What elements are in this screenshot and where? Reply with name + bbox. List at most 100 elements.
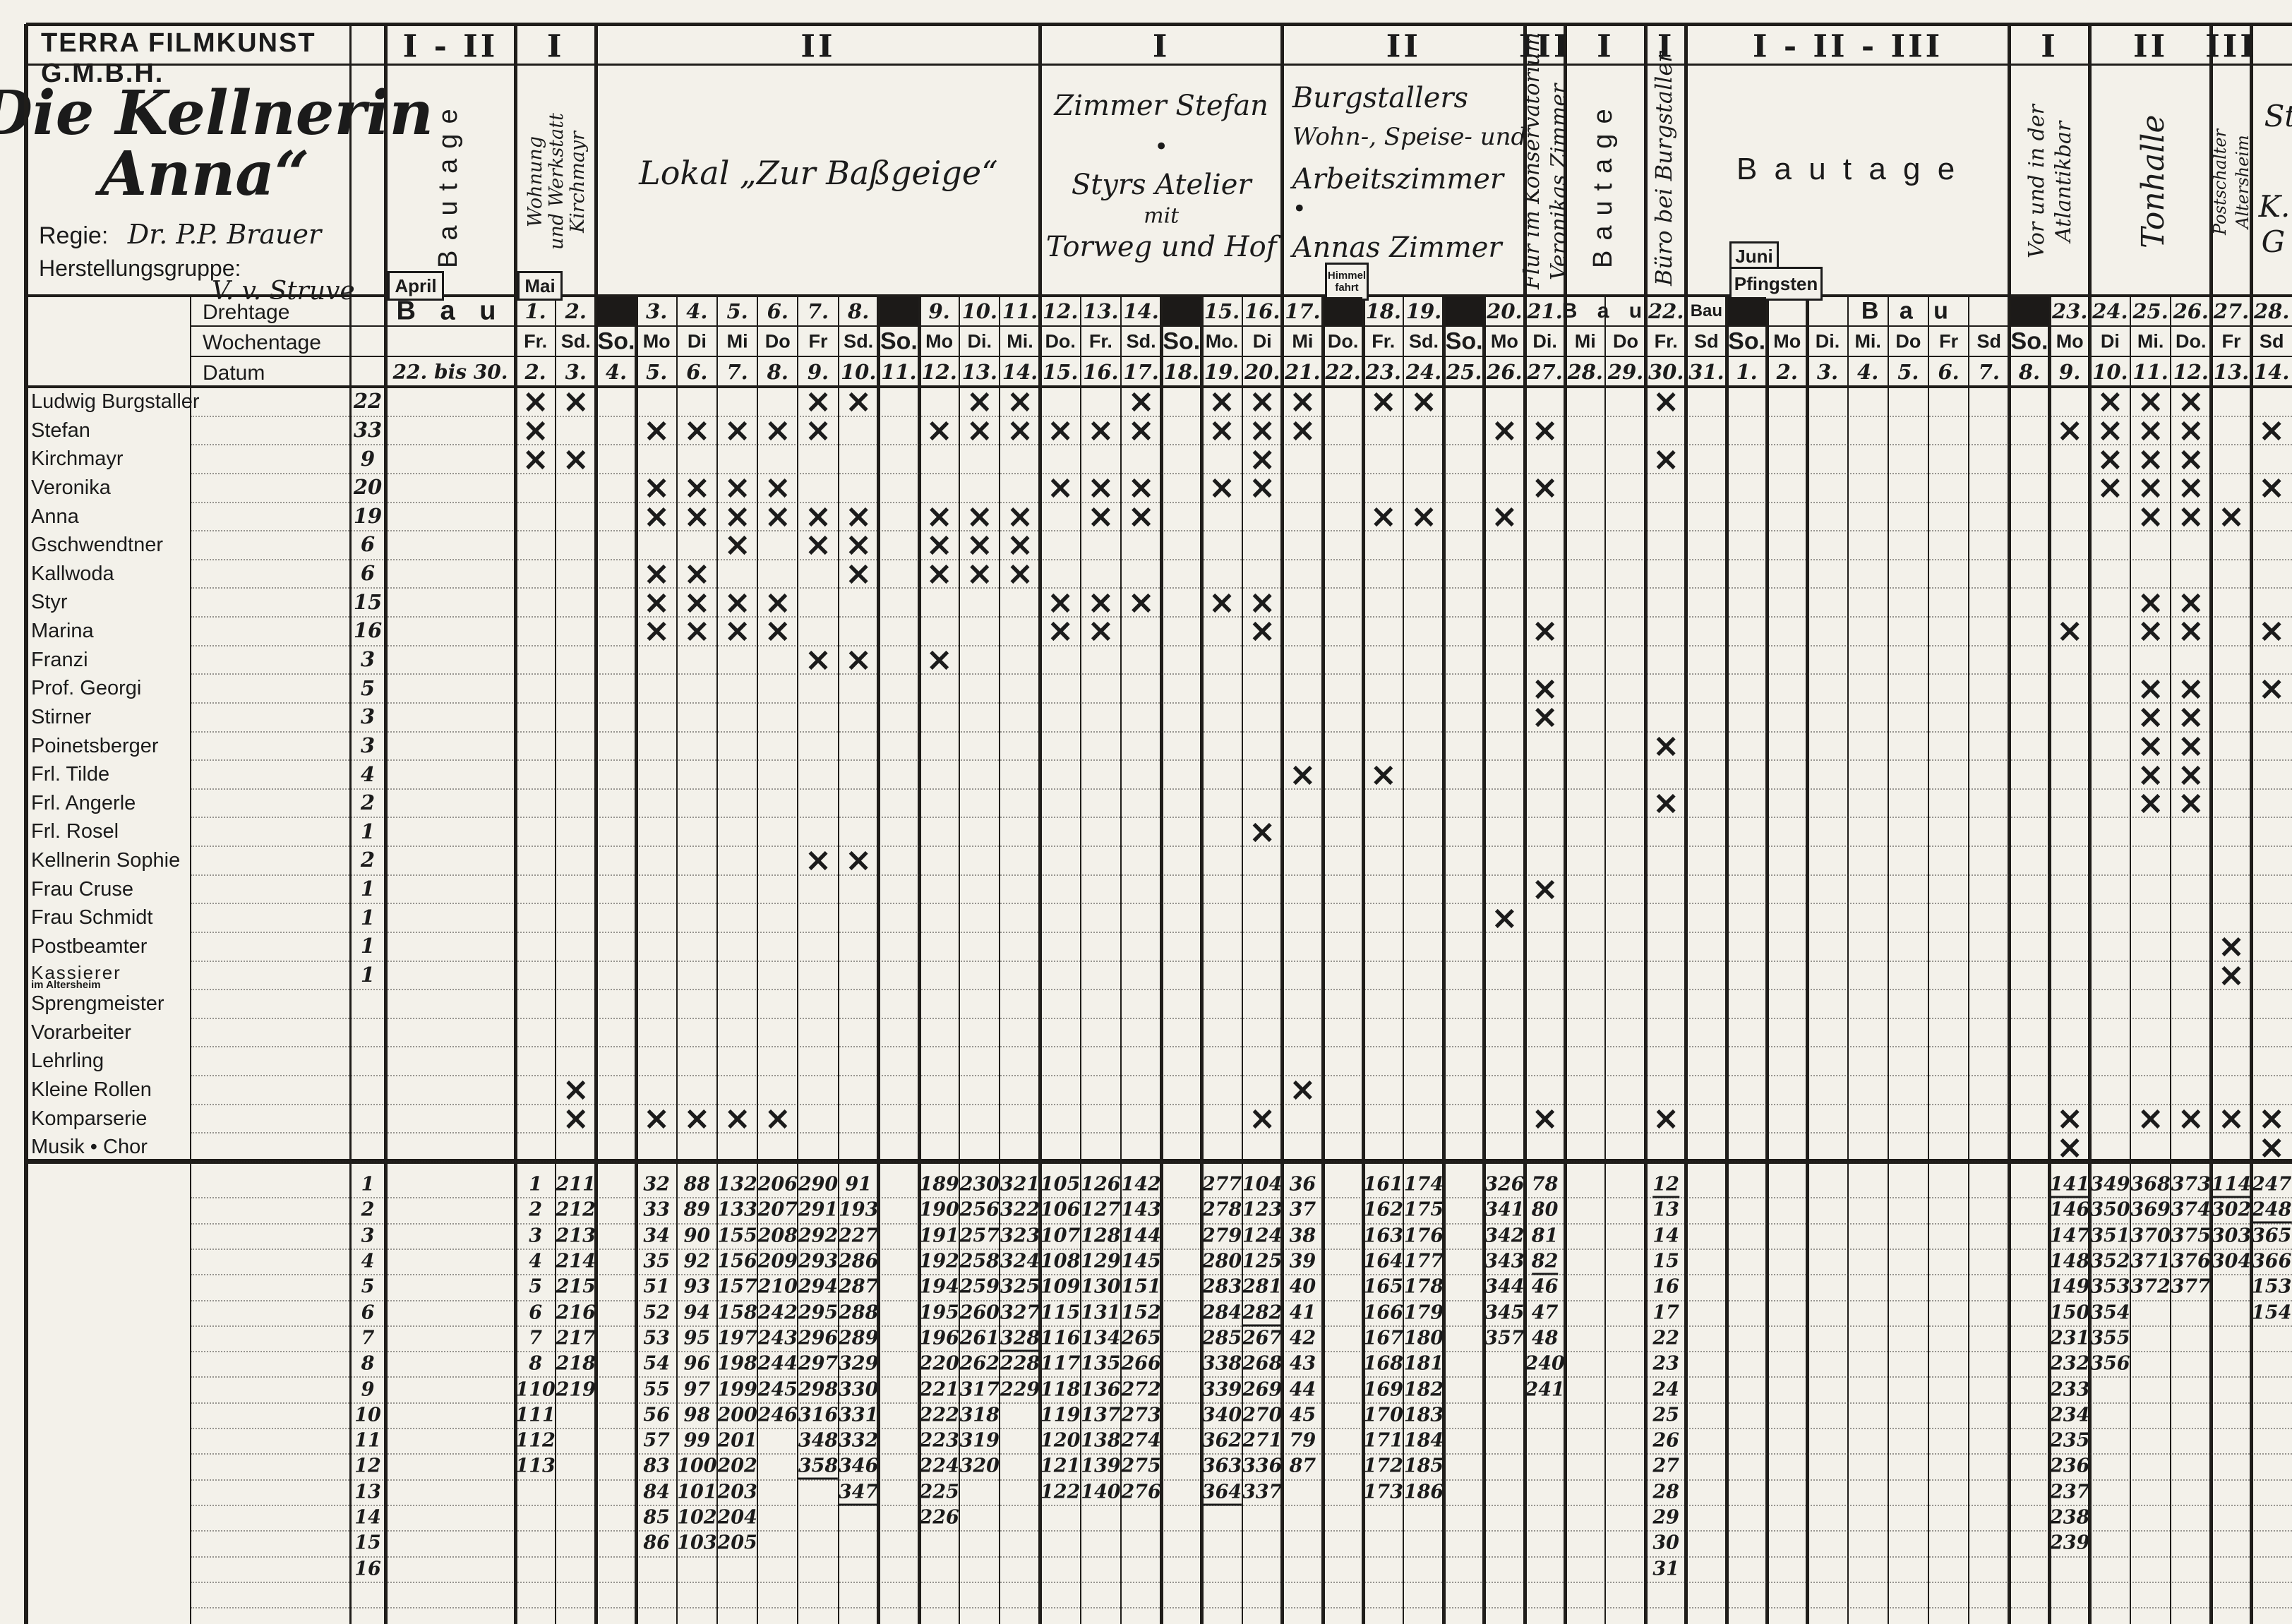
herstellungsgruppe-label: Herstellungsgruppe: [39,255,241,281]
scene-number: 261 [960,1327,1000,1349]
scene-number: 218 [556,1353,596,1375]
weekday-cell: So. [1728,327,1766,354]
row-separator [191,1428,2292,1429]
drehtag-number: 13. [1083,299,1119,323]
scene-number: 267 [1242,1327,1282,1349]
scene-number: 372 [2130,1276,2170,1298]
scene-number: 365 [2252,1225,2291,1246]
scene-number: 140 [1081,1481,1120,1503]
shooting-day-mark: × [1652,439,1680,478]
cast-name: Kallwoda [31,562,114,585]
scene-number-value: 38 [1289,1225,1316,1247]
scene-number-value: 324 [1000,1250,1040,1273]
row-separator [191,1046,2292,1048]
shooting-day-mark: × [2257,1099,2286,1138]
weekday-cell: Mo [925,330,954,351]
drehtage-count: 19 [353,503,383,528]
scene-number-value: 291 [798,1198,839,1221]
grid-vline [716,296,718,1624]
scene-number-value: 321 [1000,1173,1040,1196]
weekday-cell: Di [1252,330,1272,351]
scene-number-value: 102 [677,1506,717,1529]
grid-vline [757,296,759,1624]
scene-number-value: 94 [683,1301,711,1324]
section-label-line: • [1154,133,1169,161]
shooting-day-mark: × [2217,927,2245,966]
scene-number: 336 [1242,1455,1282,1477]
weekday-cell: Mo [1490,330,1518,351]
label-column-line [349,24,352,1624]
scene-number-value: 166 [1363,1301,1403,1324]
subheader-label-wochentage: Wochentage [203,331,321,354]
scene-number: 127 [1081,1199,1120,1221]
scene-number-value: 223 [919,1429,959,1452]
regie-value: Dr. P.P. Brauer [127,219,322,250]
scene-number: 162 [1364,1199,1403,1221]
datum-cell: 18. [1163,359,1200,384]
scene-number: 139 [1081,1455,1120,1477]
shooting-day-mark: × [2257,468,2286,507]
scene-number: 342 [1484,1225,1524,1246]
shooting-day-mark: × [2137,496,2164,535]
datum-cell: 12. [2173,359,2209,384]
scene-number: 204 [717,1507,757,1529]
scene-number-value: 36 [1289,1173,1316,1196]
datum-cell: 6. [686,359,708,384]
weekday-cell: Di. [967,330,992,351]
grid-vline [837,296,839,1624]
scene-number: 276 [1121,1481,1160,1503]
scene-number-value: 117 [1040,1352,1081,1375]
shooting-day-mark: × [804,410,832,449]
shooting-day-mark: × [1531,1099,1559,1138]
scene-number-value: 317 [959,1378,1000,1401]
shooting-day-mark: × [683,496,711,535]
holiday-column-border [1765,296,1769,1624]
scene-number-value: 82 [1531,1250,1559,1275]
scene-number: 200 [717,1404,757,1426]
scene-number: 201 [717,1430,757,1452]
scene-number: 355 [2090,1327,2130,1349]
scene-number-value: 164 [1363,1250,1403,1273]
scene-number-value: 232 [2050,1352,2090,1375]
section-border [2250,24,2254,1624]
scene-number-value: 145 [1121,1250,1161,1273]
scene-number-value: 162 [1363,1198,1403,1221]
shooting-day-mark: × [1652,1099,1680,1138]
scene-number: 319 [960,1430,1000,1452]
scene-number: 291 [798,1199,838,1221]
shooting-day-mark: × [2177,726,2205,764]
row-separator [191,558,2292,560]
scene-number: 118 [1040,1378,1080,1400]
scene-number: 268 [1242,1353,1282,1375]
scene-number: 47 [1532,1301,1559,1323]
scene-number-value: 295 [798,1301,839,1324]
scene-number: 262 [960,1353,1000,1375]
scene-number-value: 274 [1121,1429,1161,1452]
weekday-cell: So. [1445,327,1483,354]
drehtag-number: 28. [2253,299,2290,323]
scene-number-value: 350 [2090,1198,2130,1221]
datum-cell: 8. [767,359,788,384]
scene-number: 238 [2050,1507,2089,1529]
section-border [1563,24,1567,1624]
scene-number: 34 [643,1225,670,1246]
scene-number: 245 [758,1378,798,1400]
shooting-day-mark: × [1087,496,1115,535]
drehtage-count: 9 [360,446,376,471]
scene-number: 279 [1202,1225,1242,1246]
scene-number-value: 165 [1363,1275,1403,1298]
scene-number-value: 190 [919,1198,959,1221]
section-label-fragment: G [2261,224,2286,259]
scene-number: 141 [2050,1173,2090,1198]
drehtage-count: 4 [360,762,376,786]
scene-number: 172 [1364,1455,1403,1477]
datum-cell: 16. [1083,359,1119,384]
scene-number: 329 [839,1353,878,1375]
scene-number-value: 241 [1525,1378,1565,1401]
scene-number-value: 269 [1242,1378,1283,1401]
scene-number: 192 [919,1251,959,1273]
shooting-day-mark: × [1531,668,1559,707]
scene-number: 328 [1000,1327,1040,1352]
section-label-vertical: Flur im Konservatorium [1519,32,1544,289]
shooting-day-mark: × [966,382,994,421]
